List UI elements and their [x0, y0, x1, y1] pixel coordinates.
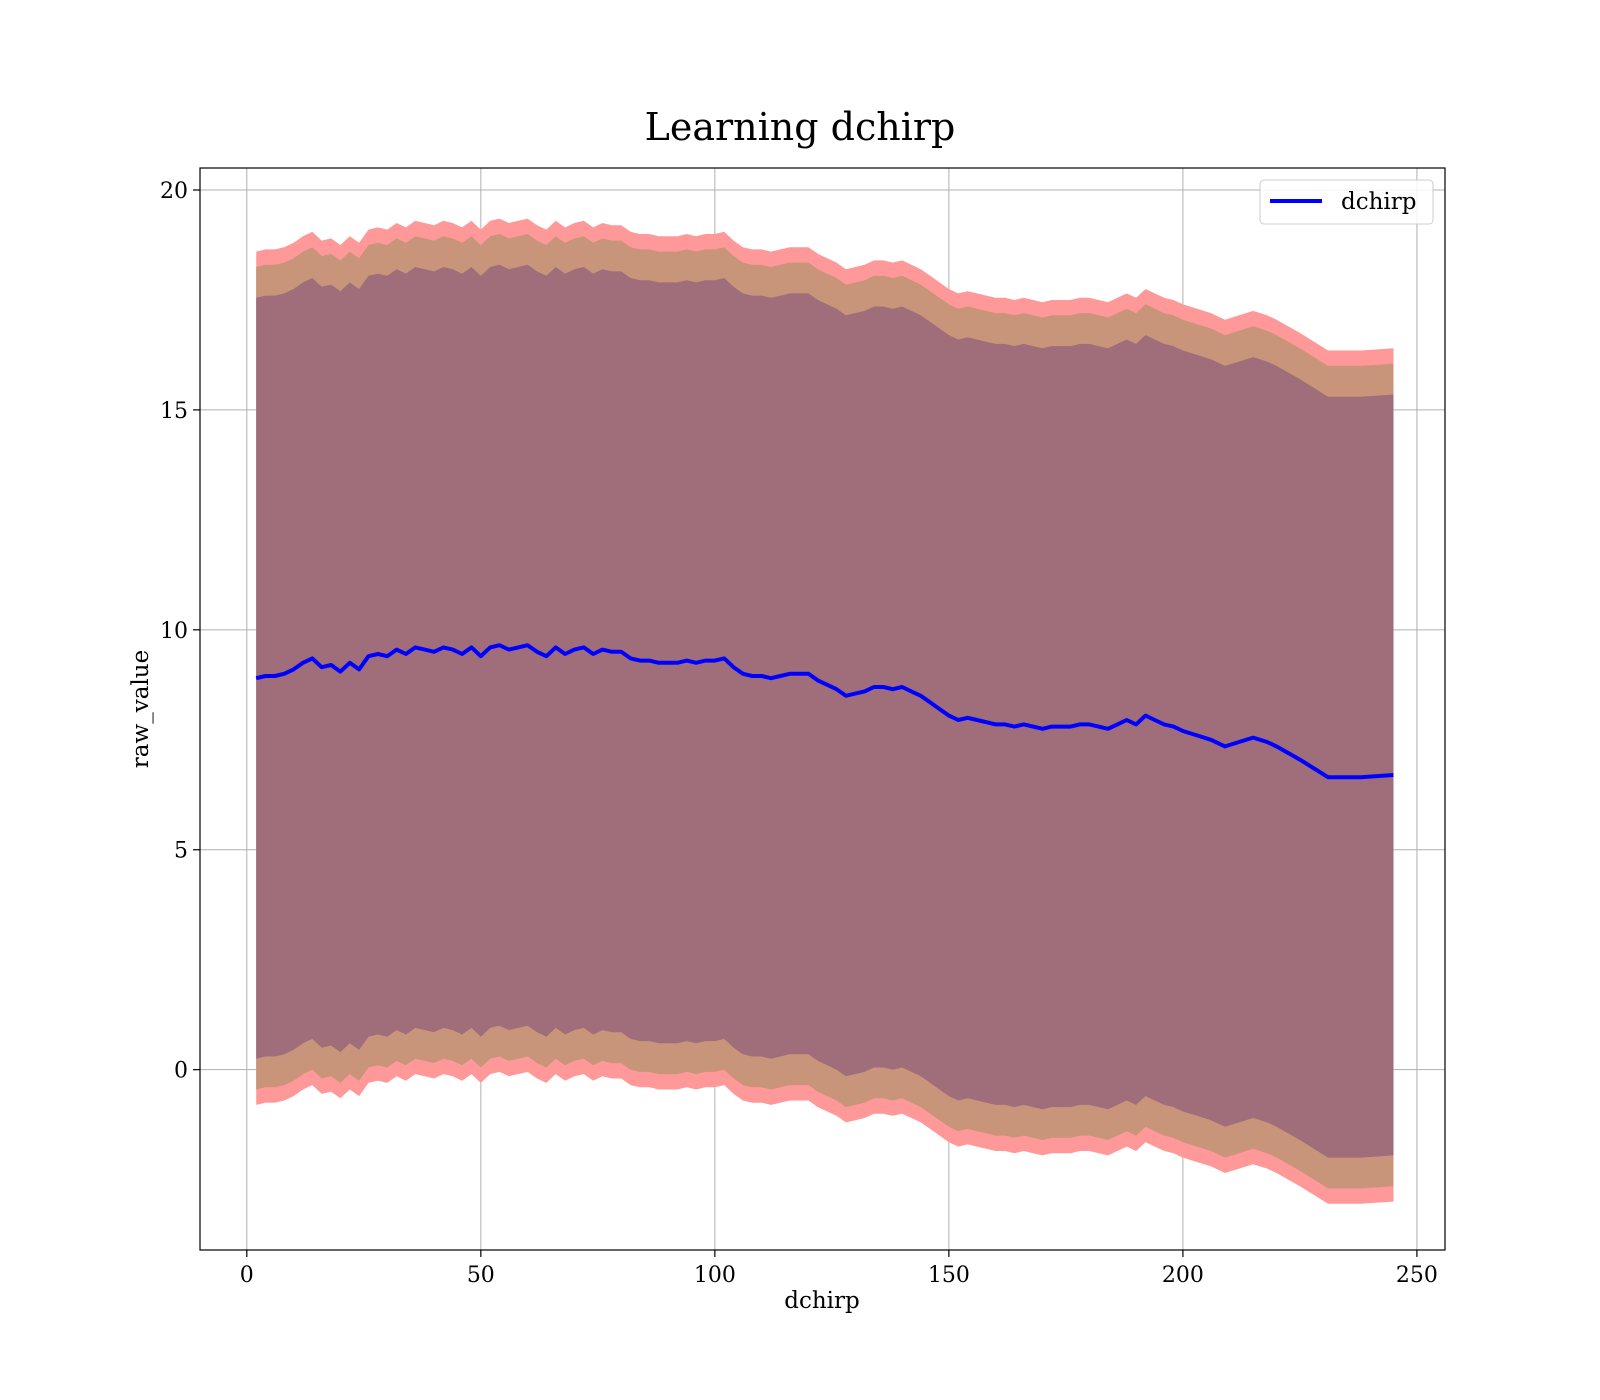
x-tick-label: 250 [1396, 1263, 1438, 1288]
chart-title: Learning dchirp [645, 105, 956, 149]
x-tick-label: 50 [467, 1263, 495, 1288]
plot-frame [199, 167, 1446, 1251]
y-axis-label: raw_value [128, 650, 154, 768]
band-inner [256, 264, 1394, 1158]
legend: dchirp [1259, 179, 1434, 225]
y-tick-label: 5 [174, 839, 188, 864]
legend-box [1259, 179, 1434, 225]
confidence-bands [256, 218, 1394, 1204]
series-line-dchirp [255, 643, 1394, 780]
y-tick-label: 10 [160, 619, 188, 644]
y-axis: 0 5 10 15 20 [160, 179, 200, 1084]
y-tick-label: 20 [160, 179, 188, 204]
x-tick-label: 0 [240, 1263, 254, 1288]
legend-label: dchirp [1341, 189, 1417, 215]
x-axis: 0 50 100 150 200 250 [240, 1250, 1438, 1288]
x-tick-label: 200 [1162, 1263, 1204, 1288]
y-tick-label: 0 [174, 1059, 188, 1084]
x-axis-label: dchirp [784, 1288, 860, 1314]
x-tick-label: 100 [694, 1263, 736, 1288]
x-tick-label: 150 [928, 1263, 970, 1288]
y-tick-label: 15 [160, 399, 188, 424]
series-line-layer [255, 643, 1394, 780]
